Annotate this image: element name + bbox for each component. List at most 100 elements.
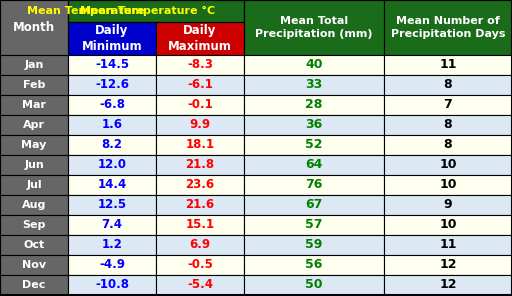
Bar [244, 115, 384, 135]
Bar [156, 195, 244, 215]
Text: 21.8: 21.8 [185, 158, 215, 171]
Bar [384, 215, 512, 235]
Text: Daily
Minimum: Daily Minimum [82, 24, 142, 53]
Text: 9: 9 [444, 199, 452, 212]
Bar [244, 95, 384, 115]
Text: 8: 8 [444, 139, 452, 152]
Bar [384, 55, 512, 75]
Text: 7.4: 7.4 [101, 218, 122, 231]
Text: 14.4: 14.4 [97, 178, 126, 192]
Bar [0, 275, 68, 295]
Text: 36: 36 [305, 118, 323, 131]
Bar [244, 135, 384, 155]
Bar [244, 255, 384, 275]
Bar [384, 255, 512, 275]
Bar [68, 55, 156, 75]
Bar [156, 255, 244, 275]
Text: Daily
Maximum: Daily Maximum [168, 24, 232, 53]
Bar [68, 0, 244, 22]
Text: -6.1: -6.1 [187, 78, 213, 91]
Bar [0, 0, 68, 55]
Bar [156, 115, 244, 135]
Text: 76: 76 [305, 178, 323, 192]
Bar [384, 0, 512, 55]
Text: 15.1: 15.1 [185, 218, 215, 231]
Bar [156, 175, 244, 195]
Text: 40: 40 [305, 59, 323, 72]
Bar [0, 55, 68, 75]
Bar [0, 175, 68, 195]
Text: 10: 10 [439, 218, 457, 231]
Text: Jan: Jan [24, 60, 44, 70]
Text: -14.5: -14.5 [95, 59, 129, 72]
Bar [384, 75, 512, 95]
Text: -0.1: -0.1 [187, 99, 213, 112]
Text: Mean Temperature: Mean Temperature [27, 6, 148, 16]
Text: Feb: Feb [23, 80, 45, 90]
Text: 12: 12 [439, 258, 457, 271]
Bar [156, 55, 244, 75]
Bar [156, 22, 244, 55]
Bar [0, 95, 68, 115]
Text: 8.2: 8.2 [101, 139, 122, 152]
Bar [244, 215, 384, 235]
Text: 1.6: 1.6 [101, 118, 122, 131]
Text: 57: 57 [305, 218, 323, 231]
Text: 11: 11 [439, 239, 457, 252]
Text: Mar: Mar [22, 100, 46, 110]
Bar [244, 175, 384, 195]
Text: Apr: Apr [23, 120, 45, 130]
Text: -10.8: -10.8 [95, 279, 129, 292]
Text: Mean Temperature °C: Mean Temperature °C [80, 6, 216, 16]
Bar [68, 22, 156, 55]
Bar [244, 195, 384, 215]
Text: 23.6: 23.6 [185, 178, 215, 192]
Text: 67: 67 [305, 199, 323, 212]
Text: Mean Number of
Precipitation Days: Mean Number of Precipitation Days [391, 16, 505, 39]
Text: 59: 59 [305, 239, 323, 252]
Text: 33: 33 [305, 78, 323, 91]
Bar [68, 75, 156, 95]
Text: 6.9: 6.9 [189, 239, 210, 252]
Bar [384, 135, 512, 155]
Text: 12.0: 12.0 [97, 158, 126, 171]
Bar [156, 75, 244, 95]
Bar [156, 215, 244, 235]
Text: 21.6: 21.6 [185, 199, 215, 212]
Bar [0, 135, 68, 155]
Bar [68, 275, 156, 295]
Bar [384, 115, 512, 135]
Text: Nov: Nov [22, 260, 46, 270]
Bar [244, 275, 384, 295]
Text: -5.4: -5.4 [187, 279, 213, 292]
Bar [68, 0, 244, 22]
Text: 56: 56 [305, 258, 323, 271]
Text: Mean Total
Precipitation (mm): Mean Total Precipitation (mm) [255, 16, 373, 39]
Bar [384, 175, 512, 195]
Bar [68, 115, 156, 135]
Bar [68, 215, 156, 235]
Bar [384, 275, 512, 295]
Bar [384, 95, 512, 115]
Text: 64: 64 [305, 158, 323, 171]
Bar [68, 175, 156, 195]
Text: -8.3: -8.3 [187, 59, 213, 72]
Bar [156, 155, 244, 175]
Bar [244, 55, 384, 75]
Text: Jul: Jul [26, 180, 42, 190]
Text: 18.1: 18.1 [185, 139, 215, 152]
Text: -0.5: -0.5 [187, 258, 213, 271]
Text: May: May [22, 140, 47, 150]
Bar [0, 235, 68, 255]
Text: Jun: Jun [24, 160, 44, 170]
Bar [0, 255, 68, 275]
Text: 28: 28 [305, 99, 323, 112]
Bar [156, 275, 244, 295]
Bar [68, 195, 156, 215]
Text: Aug: Aug [22, 200, 46, 210]
Text: 12.5: 12.5 [97, 199, 126, 212]
Text: 12: 12 [439, 279, 457, 292]
Text: Dec: Dec [23, 280, 46, 290]
Bar [156, 95, 244, 115]
Bar [156, 135, 244, 155]
